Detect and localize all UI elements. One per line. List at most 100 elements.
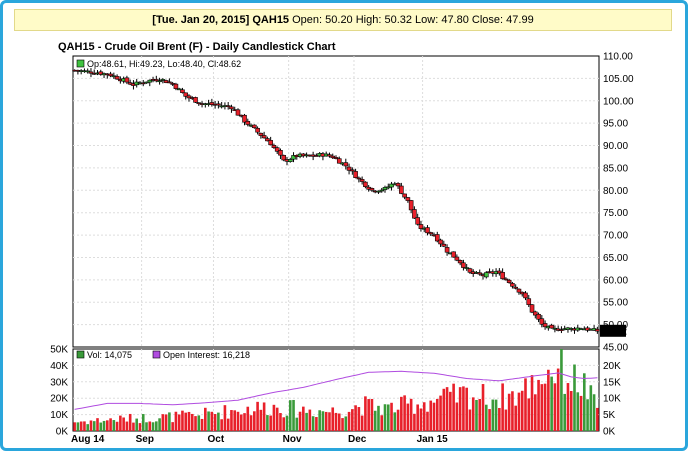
volume-bar bbox=[321, 411, 325, 431]
volume-bar bbox=[553, 383, 557, 431]
volume-bar bbox=[360, 415, 364, 431]
volume-bar bbox=[135, 418, 139, 431]
volume-bar bbox=[275, 407, 279, 431]
volume-bar bbox=[213, 414, 217, 431]
volume-bar bbox=[239, 414, 243, 431]
volume-bar bbox=[106, 420, 109, 431]
volume-bar bbox=[197, 415, 201, 431]
volume-bar bbox=[288, 400, 292, 431]
volume-bar bbox=[462, 386, 465, 431]
volume-bar bbox=[556, 368, 560, 431]
volume-bar bbox=[262, 402, 266, 431]
volume-bar bbox=[367, 399, 370, 431]
candles bbox=[72, 68, 600, 334]
candle-body bbox=[245, 120, 251, 125]
candle-body bbox=[457, 259, 463, 264]
volume-bar bbox=[514, 405, 517, 431]
volume-bar bbox=[122, 417, 125, 431]
candle-body bbox=[467, 268, 473, 273]
candle-body bbox=[359, 179, 365, 182]
candle-body bbox=[196, 102, 202, 105]
volume-bar bbox=[449, 391, 452, 431]
volume-bar bbox=[246, 406, 250, 431]
volume-bar bbox=[226, 418, 230, 431]
candle-body bbox=[536, 313, 541, 320]
candle-body bbox=[258, 132, 264, 136]
candle-body bbox=[140, 82, 146, 85]
volume-bar bbox=[573, 364, 576, 431]
volume-bar bbox=[89, 420, 93, 431]
quote-symbol: QAH15 bbox=[252, 14, 290, 26]
volume-bar bbox=[174, 411, 178, 431]
volume-bar bbox=[471, 397, 475, 431]
volume-bar bbox=[302, 406, 305, 431]
volume-bar bbox=[328, 412, 331, 431]
volume-bar bbox=[79, 421, 83, 431]
volume-bar bbox=[99, 422, 103, 431]
volume-bar bbox=[168, 412, 171, 431]
volume-bar bbox=[230, 410, 233, 431]
candle-body bbox=[88, 71, 94, 74]
candle-body bbox=[261, 135, 267, 139]
candle-body bbox=[549, 324, 554, 329]
candle-body bbox=[173, 83, 179, 89]
candle-body bbox=[124, 77, 130, 83]
volume-bar bbox=[279, 413, 282, 431]
candle-body bbox=[330, 155, 336, 159]
volume-bar bbox=[253, 411, 256, 431]
price-tick-label: 100.00 bbox=[603, 96, 634, 107]
volume-bar bbox=[125, 421, 129, 431]
price-tick-label: 70.00 bbox=[603, 231, 628, 242]
volume-bar bbox=[357, 407, 361, 431]
volume-bar bbox=[426, 411, 429, 431]
volume-bar bbox=[373, 410, 377, 431]
volume-bar bbox=[190, 413, 194, 431]
volume-bar bbox=[220, 419, 223, 431]
volume-bar bbox=[458, 387, 462, 431]
candle-body bbox=[415, 217, 420, 225]
candle-body bbox=[532, 311, 538, 316]
candle-body bbox=[434, 234, 440, 242]
candle-body bbox=[412, 209, 417, 219]
volume-left-tick: 50K bbox=[50, 345, 68, 356]
volume-bar bbox=[530, 375, 534, 431]
volume-bar bbox=[109, 418, 112, 431]
candle-body bbox=[274, 147, 280, 152]
volume-bar bbox=[596, 407, 599, 431]
candle-body bbox=[526, 298, 532, 305]
candle-body bbox=[559, 329, 564, 331]
candle-body bbox=[157, 80, 162, 83]
volume-bar bbox=[259, 409, 263, 431]
volume-left-tick: 40K bbox=[50, 361, 68, 372]
volume-bar bbox=[115, 421, 119, 431]
volume-bar bbox=[177, 414, 181, 431]
volume-bar bbox=[377, 405, 380, 431]
candle-body bbox=[402, 193, 407, 198]
volume-bar bbox=[481, 384, 485, 431]
volume-bar bbox=[217, 412, 220, 431]
volume-bar bbox=[533, 394, 537, 431]
volume-bar bbox=[582, 373, 586, 431]
volume-bar bbox=[76, 422, 80, 431]
volume-bar bbox=[292, 399, 295, 431]
volume-bar bbox=[439, 395, 442, 431]
candle-body bbox=[376, 190, 381, 193]
volume-bar bbox=[315, 417, 318, 431]
volume-bar bbox=[504, 409, 508, 431]
candle-body bbox=[382, 187, 388, 190]
open-interest-legend-text: Open Interest: 16,218 bbox=[163, 350, 250, 360]
legend-swatch-volume bbox=[76, 350, 85, 359]
candle-body bbox=[186, 95, 192, 99]
candle-body bbox=[523, 292, 528, 299]
volume-right-tick: 0K bbox=[603, 427, 616, 438]
volume-bar bbox=[432, 402, 436, 431]
volume-bar bbox=[383, 404, 387, 431]
volume-bar bbox=[266, 415, 269, 431]
candle-body bbox=[333, 157, 339, 159]
volume-bar bbox=[112, 420, 116, 431]
volume-bar bbox=[537, 379, 540, 431]
volume-bar bbox=[550, 376, 553, 431]
price-tick-label: 75.00 bbox=[603, 208, 628, 219]
candle-body bbox=[408, 200, 414, 211]
